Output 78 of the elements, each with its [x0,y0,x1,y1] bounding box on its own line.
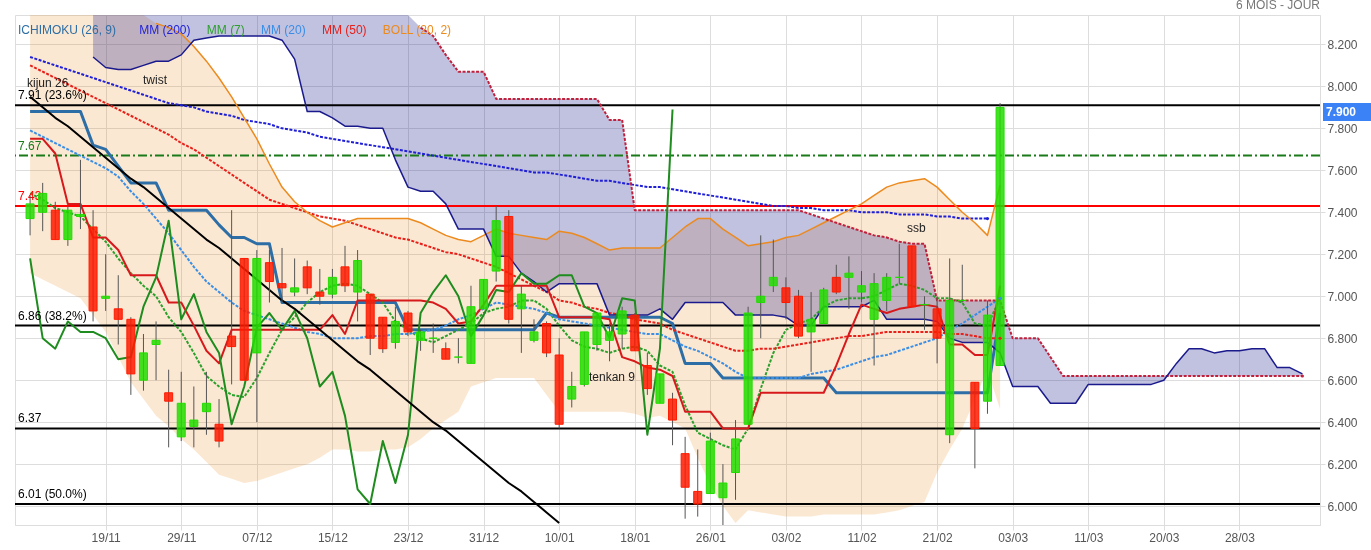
candlestick [617,306,627,350]
x-tick-label: 18/01 [620,530,651,545]
ref-line-label: 7.91 (23.6%) [18,88,87,103]
y-tick-label: 6.000 [1327,499,1358,514]
candlestick [605,323,615,362]
x-tick-label: 20/03 [1149,530,1180,545]
ref-line-label: 6.37 [18,411,42,426]
y-tick-label: 6.200 [1327,457,1358,472]
x-tick-label: 03/03 [998,530,1029,545]
y-tick-label: 6.600 [1327,373,1358,388]
text: 7.900 [1326,105,1357,119]
annotation: ssb [907,221,926,235]
text: MM (20) [261,23,306,37]
annotation: tenkan 9 [589,370,636,384]
x-tick-label: 26/01 [695,530,727,545]
candlestick [806,291,816,373]
x-tick-label: 21/02 [922,530,953,545]
x-tick-label: 31/12 [469,530,500,545]
x-tick-label: 15/12 [317,530,349,545]
candlestick [75,159,85,230]
annotation: twist [143,73,168,87]
candlestick [151,320,161,381]
y-tick-label: 7.400 [1327,205,1358,220]
candlestick [857,270,866,304]
candlestick [227,209,237,385]
candlestick [403,310,413,337]
candlestick [756,234,766,339]
text: ICHIMOKU (26, 9) [18,23,117,37]
x-tick-label: 23/12 [393,530,424,545]
text: MM (7) [206,23,245,37]
y-tick-label: 6.800 [1327,331,1358,346]
candlestick [453,337,463,364]
candlestick [214,398,224,448]
ref-line-label: 7.67 [18,138,42,153]
x-tick-label: 07/12 [242,530,273,545]
candlestick [768,239,778,293]
candlestick [277,247,287,304]
y-tick-label: 7.000 [1327,289,1358,304]
x-tick-label: 11/03 [1074,530,1104,545]
chart-subtitle: 6 MOIS - JOUR [1235,0,1321,12]
candlestick [264,249,274,304]
y-tick-label: 7.200 [1327,247,1358,262]
candlestick [113,274,123,346]
candlestick [567,371,577,408]
candlestick [529,318,539,343]
y-tick-label: 8.200 [1327,37,1358,52]
x-tick-label: 03/02 [771,530,802,545]
candlestick [315,268,325,306]
candlestick [693,448,703,518]
y-tick-label: 6.400 [1327,415,1358,430]
candlestick [781,276,791,320]
candlestick [718,463,728,526]
candlestick [101,253,111,312]
candlestick [201,371,211,436]
candlestick [327,268,337,299]
candlestick [642,352,652,396]
x-tick-label: 11/02 [847,530,877,545]
candlestick [189,385,199,448]
candlestick [882,272,892,312]
candlestick [416,329,426,352]
y-tick-label: 7.600 [1327,163,1358,178]
y-tick-label: 7.800 [1327,121,1358,136]
candlestick [844,255,854,310]
text: MM (50) [321,23,367,37]
x-tick-label: 28/03 [1224,530,1256,545]
candlestick [340,245,350,293]
candlestick [302,260,312,295]
candlestick [290,257,300,297]
x-tick-label: 29/11 [167,530,197,545]
y-tick-label: 8.000 [1327,79,1358,94]
candlestick [390,306,400,350]
candlestick [164,369,174,448]
x-tick-label: 19/11 [91,530,122,545]
candlestick [668,392,678,446]
x-tick-label: 10/01 [544,530,575,545]
candlestick [831,264,841,295]
ref-line-label: 6.01 (50.0%) [18,487,87,502]
candlestick [516,285,526,354]
